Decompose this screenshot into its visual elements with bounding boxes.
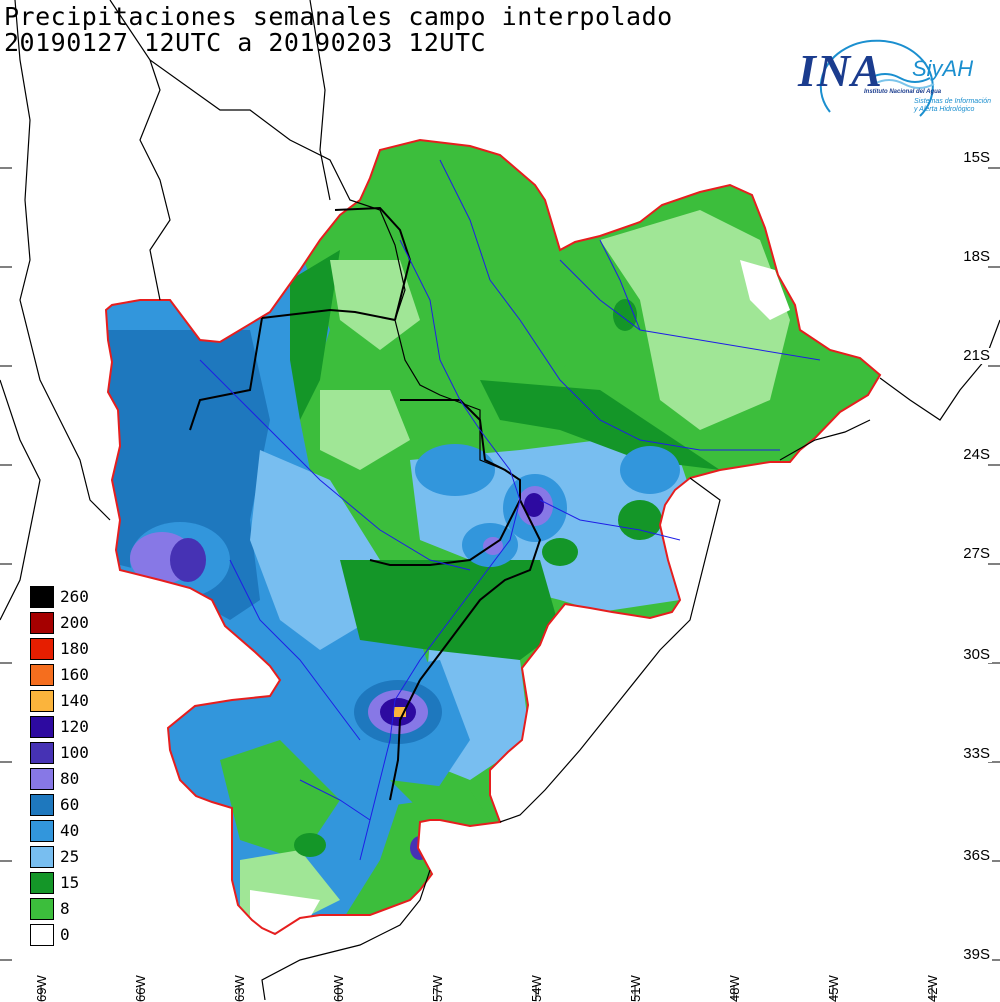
legend-label: 0 [60,925,70,944]
logo-ring [819,39,935,117]
legend-swatch [30,872,54,894]
lon-label-51w: 51W [628,975,643,1002]
rivers [199,159,821,861]
legend-label: 260 [60,587,89,606]
lon-label-66w: 66W [133,975,148,1002]
logo-alert-text: y Alerta Hidrológico [914,106,975,113]
legend-label: 25 [60,847,80,866]
lon-label-63w: 63W [232,975,247,1002]
lon-label-48w: 48W [727,975,742,1002]
logo-institute-text: Instituto Nacional del Agua [864,89,942,95]
map-title: Precipitaciones semanales campo interpol… [4,2,673,31]
lat-label-18s: 18S [961,248,992,265]
legend-item: 260 [30,586,120,612]
legend-item: 15 [30,872,120,898]
legend-label: 8 [60,899,70,918]
legend-item: 25 [30,846,120,872]
lon-label-60w: 60W [331,975,346,1002]
legend-label: 180 [60,639,89,658]
legend-swatch [30,924,54,946]
legend-swatch [30,846,54,868]
legend-swatch [30,742,54,764]
legend-item: 180 [30,638,120,664]
legend-swatch [30,612,54,634]
lat-label-21s: 21S [961,347,992,364]
legend-item: 160 [30,664,120,690]
country-borders [189,206,542,801]
legend-item: 8 [30,898,120,924]
legend-label: 140 [60,691,89,710]
legend-swatch [30,638,54,660]
legend-item: 40 [30,820,120,846]
legend-swatch [30,794,54,816]
legend-swatch [30,898,54,920]
legend-swatch [30,716,54,738]
legend-label: 160 [60,665,89,684]
legend-label: 100 [60,743,89,762]
legend-label: 60 [60,795,80,814]
legend-item: 100 [30,742,120,768]
legend-label: 40 [60,821,80,840]
lon-label-54w: 54W [529,975,544,1002]
lat-label-30s: 30S [961,646,992,663]
legend-swatch [30,768,54,790]
legend-swatch [30,820,54,842]
legend-item: 140 [30,690,120,716]
legend-item: 80 [30,768,120,794]
lat-label-24s: 24S [961,446,992,463]
legend-label: 80 [60,769,80,788]
lon-label-45w: 45W [826,975,841,1002]
logo-ina-text: INA [798,45,883,96]
lat-label-33s: 33S [961,745,992,762]
legend-swatch [30,664,54,686]
lon-label-57w: 57W [430,975,445,1002]
legend-swatch [30,586,54,608]
logo-siyah-text: SiyAH [912,56,974,81]
lat-label-39s: 39S [961,946,992,963]
legend-swatch [30,690,54,712]
lon-label-42w: 42W [925,975,940,1002]
ina-siyah-logo: INA SiyAH Instituto Nacional del Agua Si… [790,28,1000,132]
legend-item: 0 [30,924,120,950]
map-date-range: 20190127 12UTC a 20190203 12UTC [4,28,487,57]
legend-item: 200 [30,612,120,638]
lat-label-36s: 36S [961,847,992,864]
legend-item: 60 [30,794,120,820]
logo-system-text: Sistemas de Información [914,98,992,105]
legend-label: 15 [60,873,80,892]
legend-item: 120 [30,716,120,742]
lat-label-27s: 27S [961,545,992,562]
lat-label-15s: 15S [961,149,992,166]
legend-label: 120 [60,717,89,736]
legend-label: 200 [60,613,89,632]
lon-label-69w: 69W [34,975,49,1002]
